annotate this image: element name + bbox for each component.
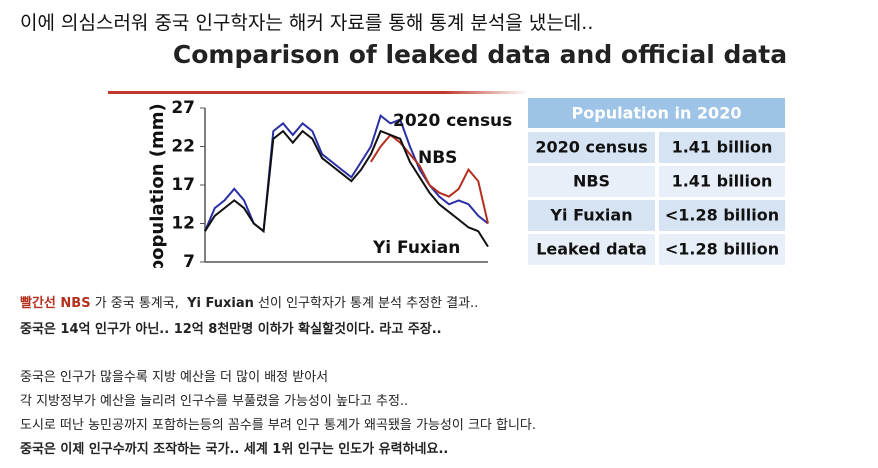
heading: 이에 의심스러워 중국 인구학자는 해커 자료를 통해 통계 분석을 냈는데.. xyxy=(20,12,594,34)
table-cell-text: <1.28 billion xyxy=(665,240,779,259)
text-segment: 도시로 떠난 농민공까지 포함하는등의 꼼수를 부려 인구 통계가 왜곡됐을 가… xyxy=(20,418,537,433)
text-segment: 각 지방정부가 예산을 늘리려 인구수를 부풀렸을 가능성이 높다고 추정.. xyxy=(20,394,409,409)
series-line xyxy=(204,129,489,248)
table-header xyxy=(528,98,785,128)
table-cell-text: Leaked data xyxy=(536,240,647,259)
y-axis-label: population (mm) xyxy=(147,103,168,268)
table-cell-text: <1.28 billion xyxy=(665,206,779,225)
text-segment: 선이 인구학자가 통계 분석 추정한 결과.. xyxy=(253,296,479,311)
y-tick-label: 27 xyxy=(171,98,195,118)
chart-title: Comparison of leaked data and official d… xyxy=(173,40,787,69)
title-rule xyxy=(108,91,528,94)
table-cell-text: Yi Fuxian xyxy=(549,206,632,225)
table-cell-text: NBS xyxy=(573,172,610,191)
text-segment: 중국은 이제 인구수까지 조작하는 국가.. 세계 1위 인구는 인도가 유력하… xyxy=(20,442,449,457)
table-cell xyxy=(528,200,655,231)
table-cell xyxy=(659,132,785,163)
table-cell xyxy=(528,234,655,265)
text-line: 중국은 인구가 많을수록 지방 예산을 더 많이 배정 받아서 xyxy=(20,366,328,385)
table-title: Population in 2020 xyxy=(572,104,742,123)
table-cell xyxy=(528,166,655,197)
y-tick-label: 7 xyxy=(183,252,195,268)
table-cell xyxy=(659,234,785,265)
text-line: 도시로 떠난 농민공까지 포함하는등의 꼼수를 부려 인구 통계가 왜곡됐을 가… xyxy=(20,414,536,433)
text-segment: Yi Fuxian xyxy=(187,296,254,311)
y-tick-label: 22 xyxy=(171,137,195,157)
table-cell xyxy=(659,166,785,197)
table-cell-text: 2020 census xyxy=(535,138,647,157)
text-line: 각 지방정부가 예산을 늘리려 인구수를 부풀렸을 가능성이 높다고 추정.. xyxy=(20,390,408,409)
text-line: 중국은 이제 인구수까지 조작하는 국가.. 세계 1위 인구는 인도가 유력하… xyxy=(20,438,448,457)
y-tick-label: 12 xyxy=(171,214,195,234)
text-segment: 중국은 14억 인구가 아닌.. 12억 8천만명 이하가 확실할것이다. 라고… xyxy=(20,322,442,337)
chart-image: Comparison of leaked data and official d… xyxy=(108,40,787,268)
series-label: NBS xyxy=(418,148,457,168)
y-tick-label: 17 xyxy=(171,175,195,195)
text-line: 중국은 14억 인구가 아닌.. 12억 8천만명 이하가 확실할것이다. 라고… xyxy=(20,318,442,337)
text-segment: 빨간선 NBS xyxy=(20,296,91,311)
table-cell-text: 1.41 billion xyxy=(672,138,773,157)
text-line: 빨간선 NBS 가 중국 통계국, Yi Fuxian 선이 인구학자가 통계 … xyxy=(20,292,478,311)
series-label: Yi Fuxian xyxy=(372,238,460,258)
series-label: 2020 census xyxy=(393,111,512,131)
table-cell xyxy=(528,132,655,163)
text-segment: 중국은 인구가 많을수록 지방 예산을 더 많이 배정 받아서 xyxy=(20,370,329,385)
table-cell xyxy=(659,200,785,231)
text-segment: 가 중국 통계국, xyxy=(90,296,188,311)
table-cell-text: 1.41 billion xyxy=(672,172,773,191)
